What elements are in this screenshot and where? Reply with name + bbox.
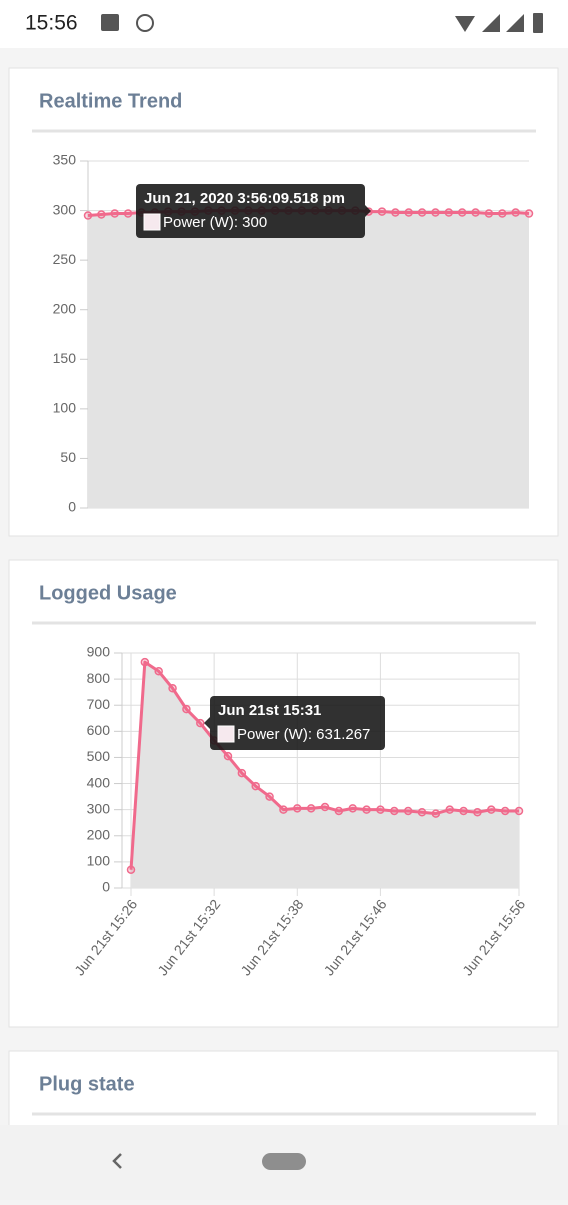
point xyxy=(457,208,467,217)
tooltip-arrow xyxy=(365,205,371,217)
y-tick-label: 900 xyxy=(87,644,111,660)
home-button[interactable] xyxy=(262,1153,306,1170)
point xyxy=(377,207,387,216)
back-button[interactable] xyxy=(112,1153,122,1169)
point xyxy=(524,209,534,218)
point xyxy=(471,208,480,217)
y-tick-label: 150 xyxy=(53,350,77,366)
y-tick-label: 300 xyxy=(87,800,111,816)
y-tick-label: 400 xyxy=(87,774,111,790)
point xyxy=(362,805,371,814)
y-tick-label: 800 xyxy=(87,670,111,686)
point xyxy=(196,718,205,728)
card-title: Realtime Trend xyxy=(39,90,182,112)
tooltip-title: Jun 21, 2020 3:56:09.518 pm xyxy=(144,190,345,207)
y-tick-label: 200 xyxy=(87,826,111,842)
tooltip-arrow xyxy=(204,717,210,729)
point xyxy=(251,781,260,791)
point xyxy=(403,806,413,816)
tooltip-box xyxy=(210,696,385,750)
tooltip-label: Power (W): 631.267 xyxy=(237,726,370,743)
tooltip-swatch xyxy=(143,213,161,231)
point xyxy=(320,802,330,812)
status-bar xyxy=(0,0,568,48)
status-time: 15:56 xyxy=(25,12,78,35)
point xyxy=(97,210,106,219)
point xyxy=(444,208,454,217)
terminal-icon xyxy=(136,14,154,32)
y-tick-label: 0 xyxy=(102,879,110,895)
point xyxy=(140,657,150,667)
point xyxy=(417,208,427,217)
point xyxy=(293,804,302,813)
point xyxy=(390,806,399,816)
point xyxy=(334,806,344,816)
point xyxy=(487,805,496,814)
point xyxy=(306,804,316,813)
point xyxy=(237,768,247,778)
y-tick-label: 100 xyxy=(53,400,77,416)
point xyxy=(182,704,191,714)
y-tick-label: 500 xyxy=(87,748,111,764)
point xyxy=(168,684,177,693)
point xyxy=(154,667,163,676)
point xyxy=(459,806,468,816)
point xyxy=(445,805,454,814)
point xyxy=(123,209,133,218)
area xyxy=(88,210,529,509)
tooltip-title: Jun 21st 15:31 xyxy=(218,702,321,719)
y-tick-label: 100 xyxy=(87,853,111,869)
point xyxy=(417,808,427,817)
y-tick-label: 250 xyxy=(53,251,77,267)
card-title: Plug state xyxy=(39,1073,135,1095)
tooltip: Jun 21st 15:31 Power (W): 631.267 xyxy=(204,696,385,750)
line xyxy=(129,660,519,870)
point xyxy=(265,792,274,801)
y-tick-label: 300 xyxy=(53,201,77,217)
point xyxy=(83,211,93,220)
point xyxy=(110,209,119,218)
tooltip-box xyxy=(136,184,365,238)
point xyxy=(511,208,520,217)
point xyxy=(376,805,385,814)
card-title: Logged Usage xyxy=(39,582,177,604)
area xyxy=(131,662,519,888)
tooltip-swatch xyxy=(217,725,235,743)
y-tick-label: 200 xyxy=(53,300,77,316)
point xyxy=(348,804,357,813)
point xyxy=(498,209,507,218)
y-tick-label: 600 xyxy=(87,722,111,738)
point xyxy=(391,208,400,217)
y-tick-label: 700 xyxy=(87,696,111,712)
point xyxy=(431,208,440,217)
point xyxy=(431,809,441,818)
point xyxy=(500,806,510,816)
battery-icon xyxy=(533,13,543,33)
gallery-icon xyxy=(101,14,119,31)
point xyxy=(279,805,288,814)
point xyxy=(514,806,524,816)
point xyxy=(473,808,482,817)
point xyxy=(404,208,413,217)
tooltip-label: Power (W): 300 xyxy=(163,214,267,231)
point xyxy=(223,751,233,761)
point xyxy=(484,209,494,218)
y-tick-label: 50 xyxy=(60,449,76,465)
signal-icons xyxy=(455,14,524,32)
y-tick-label: 0 xyxy=(68,499,76,515)
y-tick-label: 350 xyxy=(53,152,77,168)
point xyxy=(126,865,136,874)
card xyxy=(8,559,559,1028)
tooltip: Jun 21, 2020 3:56:09.518 pm Power (W): 30… xyxy=(136,184,371,238)
